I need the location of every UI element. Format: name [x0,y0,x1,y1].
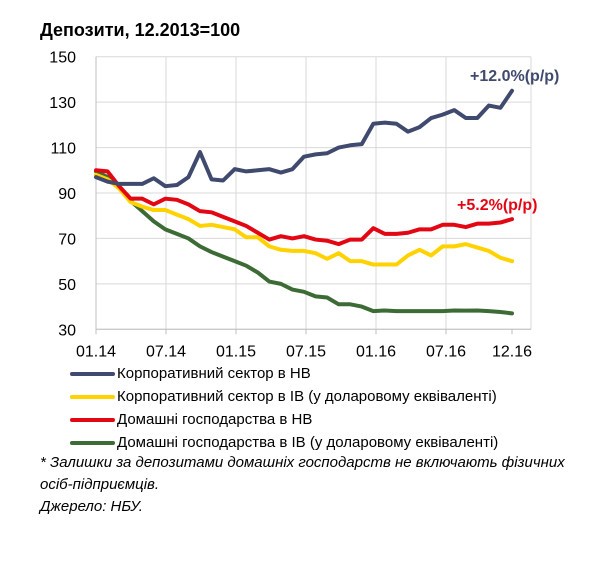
legend-item: Домашні господарства в НВ [70,408,498,431]
y-tick-label: 90 [58,186,76,203]
legend-item: Корпоративний сектор в НВ [70,362,498,385]
x-tick-label: 12.16 [492,343,532,360]
legend-swatch [70,394,115,399]
y-tick-label: 70 [58,231,76,248]
annotation-households-uah: +5.2%(р/р) [457,197,537,214]
footnote-block: * Залишки за депозитами домашніх господа… [40,452,590,518]
y-tick-label: 110 [50,141,76,158]
legend: Корпоративний сектор в НВ Корпоративний … [70,362,498,454]
legend-label: Домашні господарства в НВ [117,411,313,428]
series-line [94,88,514,189]
legend-item: Корпоративний сектор в ІВ (у доларовому … [70,385,498,408]
legend-item: Домашні господарства в ІВ (у доларовому … [70,431,498,454]
x-tick-label: 07.16 [426,343,466,360]
y-tick-label: 30 [58,322,76,339]
series-line [94,169,514,316]
x-tick-label: 01.14 [76,343,116,360]
x-tick-label: 07.14 [146,343,186,360]
y-tick-label: 150 [49,50,76,67]
footnote: * Залишки за депозитами домашніх господа… [40,454,565,493]
legend-swatch [70,440,115,445]
annotation-corporate-uah: +12.0%(р/р) [470,68,559,85]
series-line [94,168,514,247]
series-line [94,172,514,267]
legend-label: Корпоративний сектор в ІВ (у доларовому … [117,388,497,405]
legend-swatch [70,417,115,422]
y-tick-label: 50 [58,277,76,294]
source-note: Джерело: НБУ. [40,498,143,515]
legend-label: Корпоративний сектор в НВ [117,365,311,382]
x-tick-label: 07.15 [286,343,326,360]
legend-label: Домашні господарства в ІВ (у доларовому … [117,434,499,451]
chart-title: Депозити, 12.2013=100 [40,20,241,40]
legend-swatch [70,371,115,376]
x-tick-label: 01.16 [356,343,396,360]
x-tick-label: 01.15 [216,343,256,360]
y-tick-label: 130 [49,95,76,112]
